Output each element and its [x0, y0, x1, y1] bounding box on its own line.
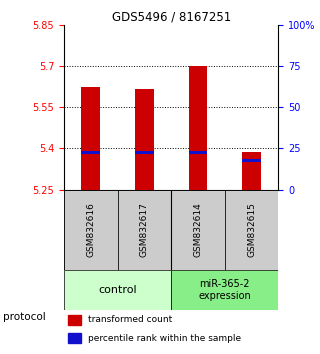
Text: control: control — [98, 285, 137, 295]
Bar — [135, 151, 154, 154]
Text: GSM832617: GSM832617 — [140, 202, 149, 257]
Bar — [135, 89, 154, 189]
Title: GDS5496 / 8167251: GDS5496 / 8167251 — [112, 11, 231, 24]
Bar — [68, 315, 81, 325]
Bar — [81, 151, 100, 154]
Text: protocol: protocol — [3, 312, 46, 322]
Bar — [225, 189, 278, 270]
Bar — [64, 189, 118, 270]
Bar — [188, 66, 207, 189]
Text: percentile rank within the sample: percentile rank within the sample — [88, 333, 241, 343]
Text: miR-365-2
expression: miR-365-2 expression — [198, 279, 251, 301]
Bar — [64, 270, 171, 310]
Bar — [81, 87, 100, 189]
Bar — [171, 189, 225, 270]
Bar — [68, 333, 81, 343]
Text: GSM832614: GSM832614 — [194, 202, 203, 257]
Bar — [171, 270, 278, 310]
Bar — [188, 151, 207, 154]
Text: GSM832616: GSM832616 — [86, 202, 95, 257]
Bar — [118, 189, 171, 270]
Bar — [242, 153, 261, 189]
Text: GSM832615: GSM832615 — [247, 202, 256, 257]
Bar — [242, 159, 261, 162]
Text: transformed count: transformed count — [88, 315, 172, 324]
